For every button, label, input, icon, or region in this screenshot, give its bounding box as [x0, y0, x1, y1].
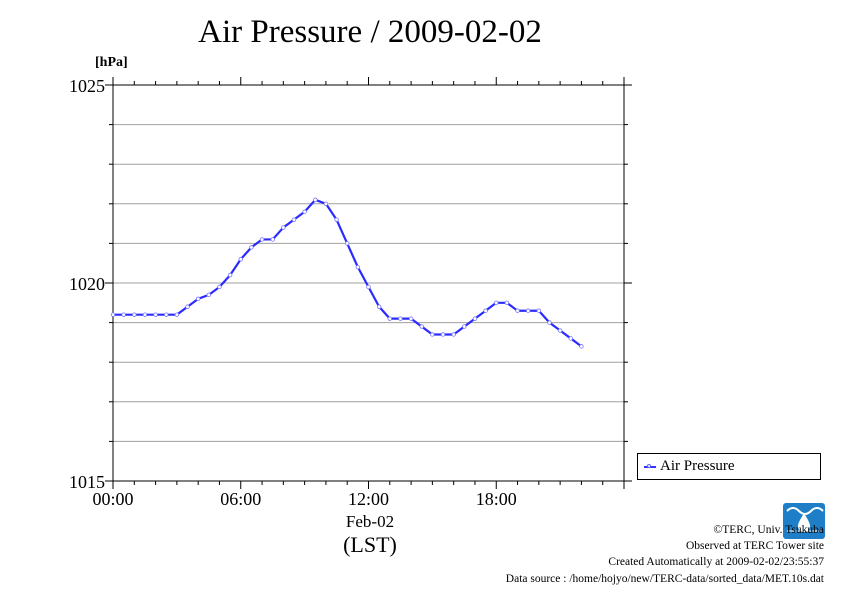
data-point — [494, 300, 499, 305]
data-point — [366, 284, 371, 290]
data-point — [110, 312, 116, 317]
chart-title: Air Pressure / 2009-02-02 — [198, 14, 542, 50]
footer-created: Created Automatically at 2009-02-02/23:5… — [608, 556, 824, 569]
data-point — [313, 197, 318, 203]
footer-copyright: ©TERC, Univ. Tsukuba — [713, 524, 824, 536]
legend-marker-swatch — [647, 464, 651, 468]
y-axis-unit: [hPa] — [95, 55, 128, 70]
data-point — [217, 284, 222, 290]
y-tick-label: 1015 — [69, 472, 105, 492]
legend: Air Pressure — [637, 453, 821, 480]
footer-source: Data source : /home/hojyo/new/TERC-data/… — [505, 572, 824, 585]
data-point — [462, 324, 467, 329]
data-point — [451, 332, 456, 337]
data-point — [142, 312, 148, 317]
data-point — [121, 312, 126, 317]
y-tick-label: 1020 — [69, 274, 105, 294]
data-point — [281, 225, 286, 230]
data-point — [270, 237, 275, 242]
data-point — [504, 300, 510, 305]
data-point — [483, 308, 488, 313]
x-tick-label: 06:00 — [220, 489, 261, 509]
data-point — [334, 217, 339, 222]
data-point — [430, 332, 435, 337]
data-point — [419, 324, 424, 329]
data-point — [302, 209, 307, 214]
data-point — [206, 292, 212, 298]
data-point — [132, 312, 137, 317]
data-point — [355, 264, 361, 270]
axis-tick-labels: 1015 1020 1025 00:00 06:00 12:00 18:00 — [69, 76, 517, 509]
data-point — [174, 312, 180, 317]
x-tick-label: 00:00 — [92, 489, 133, 509]
axis-ticks — [105, 77, 632, 489]
x-tick-label: 12:00 — [348, 489, 389, 509]
terc-logo-icon — [783, 503, 825, 539]
data-point — [153, 312, 158, 317]
data-point — [568, 336, 573, 341]
data-point — [387, 316, 392, 321]
data-point — [291, 217, 297, 222]
data-point — [227, 272, 233, 278]
data-point — [472, 316, 478, 321]
data-point — [579, 344, 584, 349]
data-point — [249, 245, 254, 250]
data-point — [515, 308, 520, 313]
data-point — [238, 257, 243, 262]
gridlines — [113, 124, 624, 442]
y-tick-label: 1025 — [69, 76, 105, 96]
footer-credits: ©TERC, Univ. Tsukuba Observed at TERC To… — [506, 522, 824, 587]
series-line — [113, 198, 583, 348]
x-tick-label: 18:00 — [476, 489, 517, 509]
data-point — [164, 312, 169, 317]
data-point — [557, 328, 563, 333]
data-point — [547, 320, 552, 325]
series-air-pressure — [110, 197, 584, 349]
data-point — [345, 241, 350, 246]
data-point — [376, 304, 382, 309]
x-axis-timezone-label: (LST) — [343, 532, 397, 557]
footer-observed: Observed at TERC Tower site — [685, 540, 824, 553]
data-point — [525, 308, 531, 313]
data-point — [398, 316, 403, 321]
data-point — [185, 304, 190, 309]
data-point — [195, 296, 201, 302]
x-axis-date-label: Feb-02 — [345, 512, 395, 531]
data-point — [440, 332, 446, 337]
data-point — [408, 316, 414, 321]
legend-label: Air Pressure — [660, 458, 735, 474]
data-point — [323, 201, 329, 206]
data-point — [536, 308, 542, 313]
data-point — [259, 237, 265, 242]
